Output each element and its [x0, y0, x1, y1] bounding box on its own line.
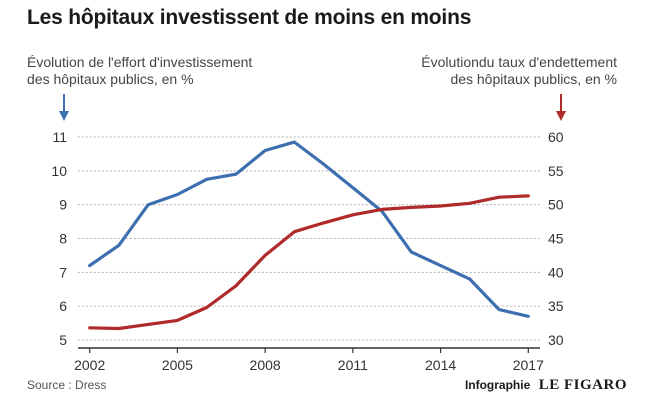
- right-y-tick-label: 50: [548, 197, 564, 213]
- x-tick-label: 2005: [162, 357, 193, 373]
- right-axis-label-line-1: Évolutiondu taux d'endettement: [421, 54, 617, 70]
- x-tick-label: 2002: [74, 357, 105, 373]
- right-axis-label: Évolutiondu taux d'endettement des hôpit…: [421, 54, 617, 88]
- left-y-tick-label: 9: [59, 197, 67, 213]
- right-y-axis: 30 35 40 45 50 55 60: [548, 129, 564, 348]
- series-lines: [88, 140, 530, 331]
- right-y-tick-label: 55: [548, 163, 564, 179]
- right-y-tick-label: 60: [548, 129, 564, 145]
- source-note: Source : Dress: [27, 378, 107, 392]
- right-y-tick-label: 40: [548, 264, 564, 280]
- left-y-tick-label: 6: [59, 298, 67, 314]
- right-y-tick-label: 35: [548, 298, 564, 314]
- credit-label: Infographie: [464, 378, 531, 392]
- le-figaro-logo: LE FIGARO: [538, 377, 627, 393]
- right-y-tick-label: 30: [548, 332, 564, 348]
- left-axis-label-line-2: des hôpitaux publics, en %: [27, 71, 194, 87]
- left-y-tick-label: 5: [59, 332, 67, 348]
- x-tick-label: 2014: [425, 357, 456, 373]
- left-axis-label-line-1: Évolution de l'effort d'investissement: [27, 54, 253, 70]
- left-axis-label: Évolution de l'effort d'investissement d…: [27, 54, 252, 88]
- right-axis-arrow-head: [556, 111, 566, 121]
- left-y-tick-label: 11: [52, 129, 67, 145]
- axis-arrows: [59, 94, 566, 121]
- x-tick-label: 2017: [513, 357, 544, 373]
- debt-rate-line: [88, 194, 530, 331]
- left-y-tick-label: 8: [59, 231, 67, 247]
- brand-credit: Infographie LE FIGARO: [465, 376, 627, 394]
- grid: [78, 136, 540, 341]
- right-y-tick-label: 45: [548, 231, 564, 247]
- left-axis-arrow-head: [59, 111, 69, 121]
- chart-title: Les hôpitaux investissent de moins en mo…: [27, 6, 472, 29]
- left-y-tick-label: 7: [59, 264, 67, 280]
- left-y-axis: 5 6 7 8 9 10 11: [51, 129, 67, 348]
- x-tick-label: 2011: [338, 357, 368, 373]
- left-y-tick-label: 10: [51, 163, 67, 179]
- right-axis-label-line-2: des hôpitaux publics, en %: [450, 71, 617, 87]
- investment-effort-line: [88, 140, 530, 318]
- x-axis: 2002 2005 2008 2011 2014 2017: [74, 347, 544, 373]
- x-tick-label: 2008: [250, 357, 281, 373]
